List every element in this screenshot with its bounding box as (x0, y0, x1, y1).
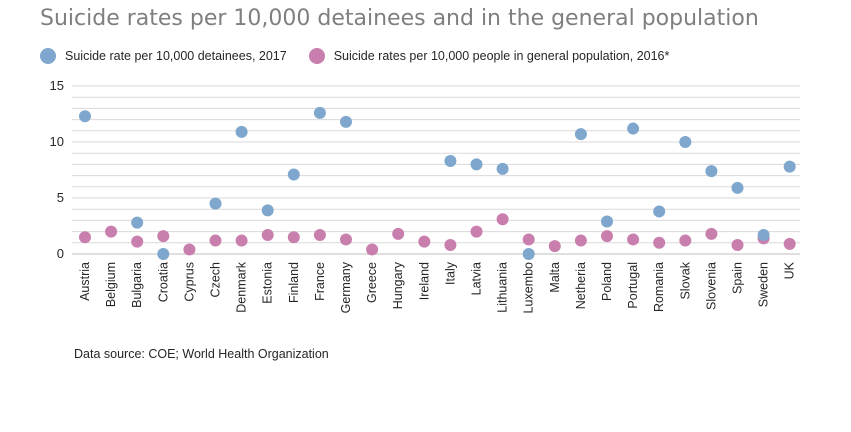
general-population-rate-point (574, 234, 587, 247)
general-population-rate-point (131, 235, 144, 248)
y-tick-label: 15 (50, 78, 64, 93)
legend-marker-detainees (40, 48, 56, 64)
general-population-rate-point (705, 227, 718, 240)
detainee-rate-point (496, 162, 509, 175)
legend-label-detainees: Suicide rate per 10,000 detainees, 2017 (65, 49, 287, 63)
detainee-rate-point (235, 125, 248, 138)
detainee-rate-point (731, 181, 744, 194)
detainee-rate-point (209, 197, 222, 210)
general-population-rate-point (157, 230, 170, 243)
general-population-rate-point (548, 240, 561, 253)
legend-label-general-population: Suicide rates per 10,000 people in gener… (333, 49, 670, 63)
x-category-label: Bulgaria (130, 262, 144, 308)
data-source-note: Data source: COE; World Health Organizat… (74, 347, 329, 361)
detainee-rate-point (79, 110, 91, 123)
x-category-label: Denmark (235, 261, 249, 312)
detainee-rate-point (313, 106, 326, 119)
x-category-label: Portugal (626, 262, 640, 309)
detainee-rate-point (522, 248, 535, 260)
detainee-rate-point (783, 160, 796, 173)
detainee-rate-point (574, 128, 587, 141)
x-category-label: France (313, 262, 327, 301)
general-population-rate-point (287, 231, 300, 244)
general-population-rate-point (444, 239, 457, 252)
general-population-rate-point (522, 233, 535, 246)
detainee-rate-point (705, 165, 718, 178)
general-population-rate-point (418, 235, 431, 248)
general-population-rate-point (183, 243, 196, 256)
x-category-label: Sweden (757, 262, 771, 307)
general-population-rate-point (366, 243, 379, 256)
x-category-label: Belgium (104, 262, 118, 307)
y-tick-label: 10 (50, 134, 64, 149)
general-population-rate-point (235, 234, 248, 247)
x-category-label: UK (783, 261, 797, 279)
general-population-rate-point (105, 225, 118, 238)
x-category-label: Estonia (261, 262, 275, 304)
detainee-rate-point (470, 158, 483, 171)
general-population-rate-point (470, 225, 483, 238)
legend: Suicide rate per 10,000 detainees, 2017 … (40, 46, 691, 66)
legend-marker-general-population (308, 48, 325, 64)
x-category-label: Slovenia (704, 262, 718, 310)
general-population-rate-point (79, 231, 91, 244)
x-category-label: Austria (78, 262, 92, 301)
detainee-rate-point (287, 168, 300, 181)
general-population-rate-point (627, 233, 640, 246)
general-population-rate-point (313, 228, 326, 241)
detainee-rate-point (340, 115, 352, 128)
detainee-rate-point (679, 136, 692, 148)
general-population-rate-point (340, 233, 352, 246)
x-category-label: Latvia (470, 262, 484, 295)
x-category-label: Lithuania (496, 262, 510, 313)
general-population-rate-point (261, 228, 274, 241)
detainee-rate-point (444, 155, 457, 168)
x-category-label: Malta (548, 262, 562, 293)
x-category-label: Slovak (678, 261, 692, 299)
general-population-rate-point (209, 234, 222, 247)
general-population-rate-point (496, 213, 509, 226)
legend-item-detainees: Suicide rate per 10,000 detainees, 2017 (40, 48, 287, 64)
detainee-rate-point (601, 215, 613, 228)
x-category-label: Czech (209, 262, 223, 297)
detainee-rate-point (261, 204, 274, 217)
x-category-label: Poland (600, 262, 614, 301)
x-category-label: Greece (365, 262, 379, 303)
legend-item-general-population: Suicide rates per 10,000 people in gener… (308, 48, 670, 64)
general-population-rate-point (601, 230, 613, 243)
detainee-rate-point (653, 205, 666, 218)
general-population-rate-point (731, 239, 744, 252)
y-tick-label: 0 (57, 246, 64, 261)
general-population-rate-point (679, 234, 692, 247)
detainee-rate-point (757, 228, 770, 241)
x-category-label: Croatia (156, 262, 170, 302)
chart-title: Suicide rates per 10,000 detainees and i… (40, 6, 759, 31)
x-category-label: Italy (443, 261, 457, 285)
x-category-label: Germany (339, 261, 353, 313)
detainee-rate-point (627, 122, 640, 135)
x-category-label: Cyprus (182, 262, 196, 302)
x-category-label: Spain (731, 262, 745, 294)
x-category-label: Ireland (417, 262, 431, 300)
x-category-label: Romania (652, 262, 666, 312)
x-category-label: Luxembo (522, 262, 536, 313)
x-category-label: Hungary (391, 261, 405, 309)
general-population-rate-point (653, 236, 666, 249)
detainee-rate-point (157, 248, 170, 260)
y-tick-label: 5 (57, 190, 64, 205)
x-category-label: Finland (287, 262, 301, 303)
general-population-rate-point (392, 227, 405, 240)
detainee-rate-point (131, 216, 144, 229)
x-category-label: Netheria (574, 262, 588, 309)
general-population-rate-point (783, 237, 796, 250)
